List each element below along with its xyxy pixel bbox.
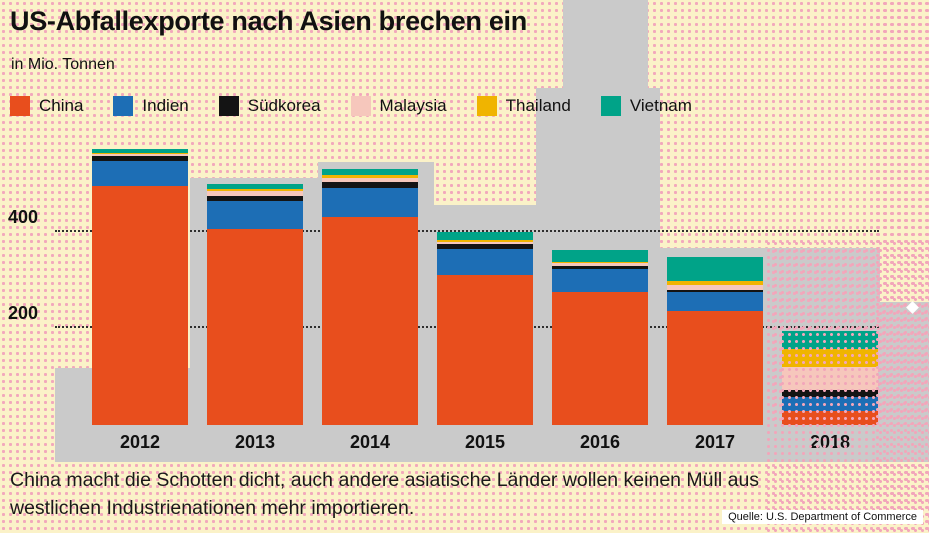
chart-legend: China Indien Südkorea Malaysia Thailand Vietn… <box>10 96 692 116</box>
legend-item-thailand: Thailand <box>476 96 571 116</box>
legend-label-malaysia: Malaysia <box>379 96 447 115</box>
bar-segment-china-2015 <box>437 275 533 425</box>
bar-segment-indien-2013 <box>207 201 303 230</box>
legend-swatch-malaysia <box>350 96 371 116</box>
stacked-bar-2018 <box>782 331 878 425</box>
x-axis-label-2018: 2018 <box>809 432 851 452</box>
caption-line-2: westlichen Industrienationen mehr import… <box>10 497 415 519</box>
caption-line-1: China macht die Schotten dicht, auch and… <box>10 469 760 491</box>
legend-item-malaysia: Malaysia <box>350 96 447 116</box>
bar-segment-thailand-2016 <box>552 261 648 264</box>
stacked-bar-2017 <box>667 256 763 425</box>
bar-segment-vietnam-2018 <box>782 331 878 349</box>
bar-segment-vietnam-2017 <box>667 256 763 281</box>
x-axis-label-2017: 2017 <box>694 432 736 452</box>
legend-swatch-südkorea <box>218 96 239 116</box>
bar-segment-thailand-2018 <box>782 348 878 368</box>
legend-label-südkorea: Südkorea <box>247 96 321 115</box>
legend-item-vietnam: Vietnam <box>600 96 692 116</box>
y-axis-tick-400: 400 <box>8 206 39 227</box>
bar-segment-thailand-2012 <box>92 153 188 155</box>
legend-label-indien: Indien <box>142 96 189 115</box>
x-axis-label-2012: 2012 <box>119 432 161 452</box>
stacked-bar-2013 <box>207 184 303 425</box>
bar-segment-indien-2012 <box>92 160 188 186</box>
gridline-400 <box>55 229 879 232</box>
bar-segment-vietnam-2013 <box>207 184 303 190</box>
bar-segment-südkorea-2017 <box>667 289 763 293</box>
x-axis-label-2013: 2013 <box>234 432 276 452</box>
chart-unit-label: in Mio. Tonnen <box>11 56 115 73</box>
bar-segment-südkorea-2018 <box>782 390 878 397</box>
source-credit: Quelle: U.S. Department of Commerce <box>722 510 923 524</box>
bar-segment-vietnam-2014 <box>322 169 418 176</box>
stacked-bar-2016 <box>552 249 648 425</box>
bar-segment-china-2012 <box>92 185 188 425</box>
bar-segment-südkorea-2016 <box>552 265 648 269</box>
bar-segment-china-2018 <box>782 410 878 425</box>
bar-segment-vietnam-2015 <box>437 231 533 241</box>
chart-caption: China macht die Schotten dicht, auch and… <box>10 466 759 522</box>
bar-segment-südkorea-2014 <box>322 182 418 189</box>
bar-segment-vietnam-2016 <box>552 249 648 262</box>
stacked-bar-2012 <box>92 148 188 425</box>
bar-segment-malaysia-2017 <box>667 285 763 290</box>
bar-segment-indien-2014 <box>322 188 418 218</box>
legend-label-china: China <box>39 96 84 115</box>
bar-segment-malaysia-2013 <box>207 190 303 197</box>
bar-segment-thailand-2013 <box>207 189 303 191</box>
legend-swatch-thailand <box>476 96 497 116</box>
bar-segment-indien-2018 <box>782 396 878 411</box>
bar-segment-indien-2016 <box>552 268 648 293</box>
y-axis-tick-200: 200 <box>8 303 39 324</box>
stacked-bar-2014 <box>322 169 418 425</box>
legend-swatch-china <box>10 96 30 116</box>
legend-item-südkorea: Südkorea <box>218 96 321 116</box>
bar-segment-malaysia-2012 <box>92 154 188 157</box>
bar-segment-malaysia-2015 <box>437 241 533 244</box>
bar-segment-malaysia-2018 <box>782 367 878 391</box>
legend-label-thailand: Thailand <box>505 96 571 115</box>
bar-segment-thailand-2014 <box>322 175 418 179</box>
bar-segment-malaysia-2016 <box>552 263 648 266</box>
bar-segment-südkorea-2013 <box>207 196 303 202</box>
legend-label-vietnam: Vietnam <box>629 96 692 115</box>
legend-swatch-vietnam <box>600 96 621 116</box>
x-axis-label-2014: 2014 <box>349 432 391 452</box>
bar-segment-china-2016 <box>552 292 648 425</box>
legend-swatch-indien <box>113 96 134 116</box>
bar-segment-thailand-2017 <box>667 281 763 286</box>
bar-segment-china-2017 <box>667 311 763 425</box>
bar-segment-vietnam-2012 <box>92 148 188 154</box>
bar-segment-china-2014 <box>322 217 418 425</box>
legend-item-china: China <box>10 96 83 116</box>
bar-segment-malaysia-2014 <box>322 178 418 183</box>
x-axis-label-2016: 2016 <box>579 432 621 452</box>
chart-title: US-Abfallexporte nach Asien brechen ein <box>10 6 527 36</box>
bar-segment-südkorea-2015 <box>437 243 533 249</box>
legend-item-indien: Indien <box>113 96 189 116</box>
stacked-bar-2015 <box>437 231 533 425</box>
x-axis-label-2015: 2015 <box>464 432 506 452</box>
bar-segment-indien-2017 <box>667 292 763 312</box>
bar-segment-südkorea-2012 <box>92 156 188 161</box>
bar-segment-indien-2015 <box>437 248 533 276</box>
bar-segment-china-2013 <box>207 229 303 425</box>
bar-segment-thailand-2015 <box>437 240 533 242</box>
